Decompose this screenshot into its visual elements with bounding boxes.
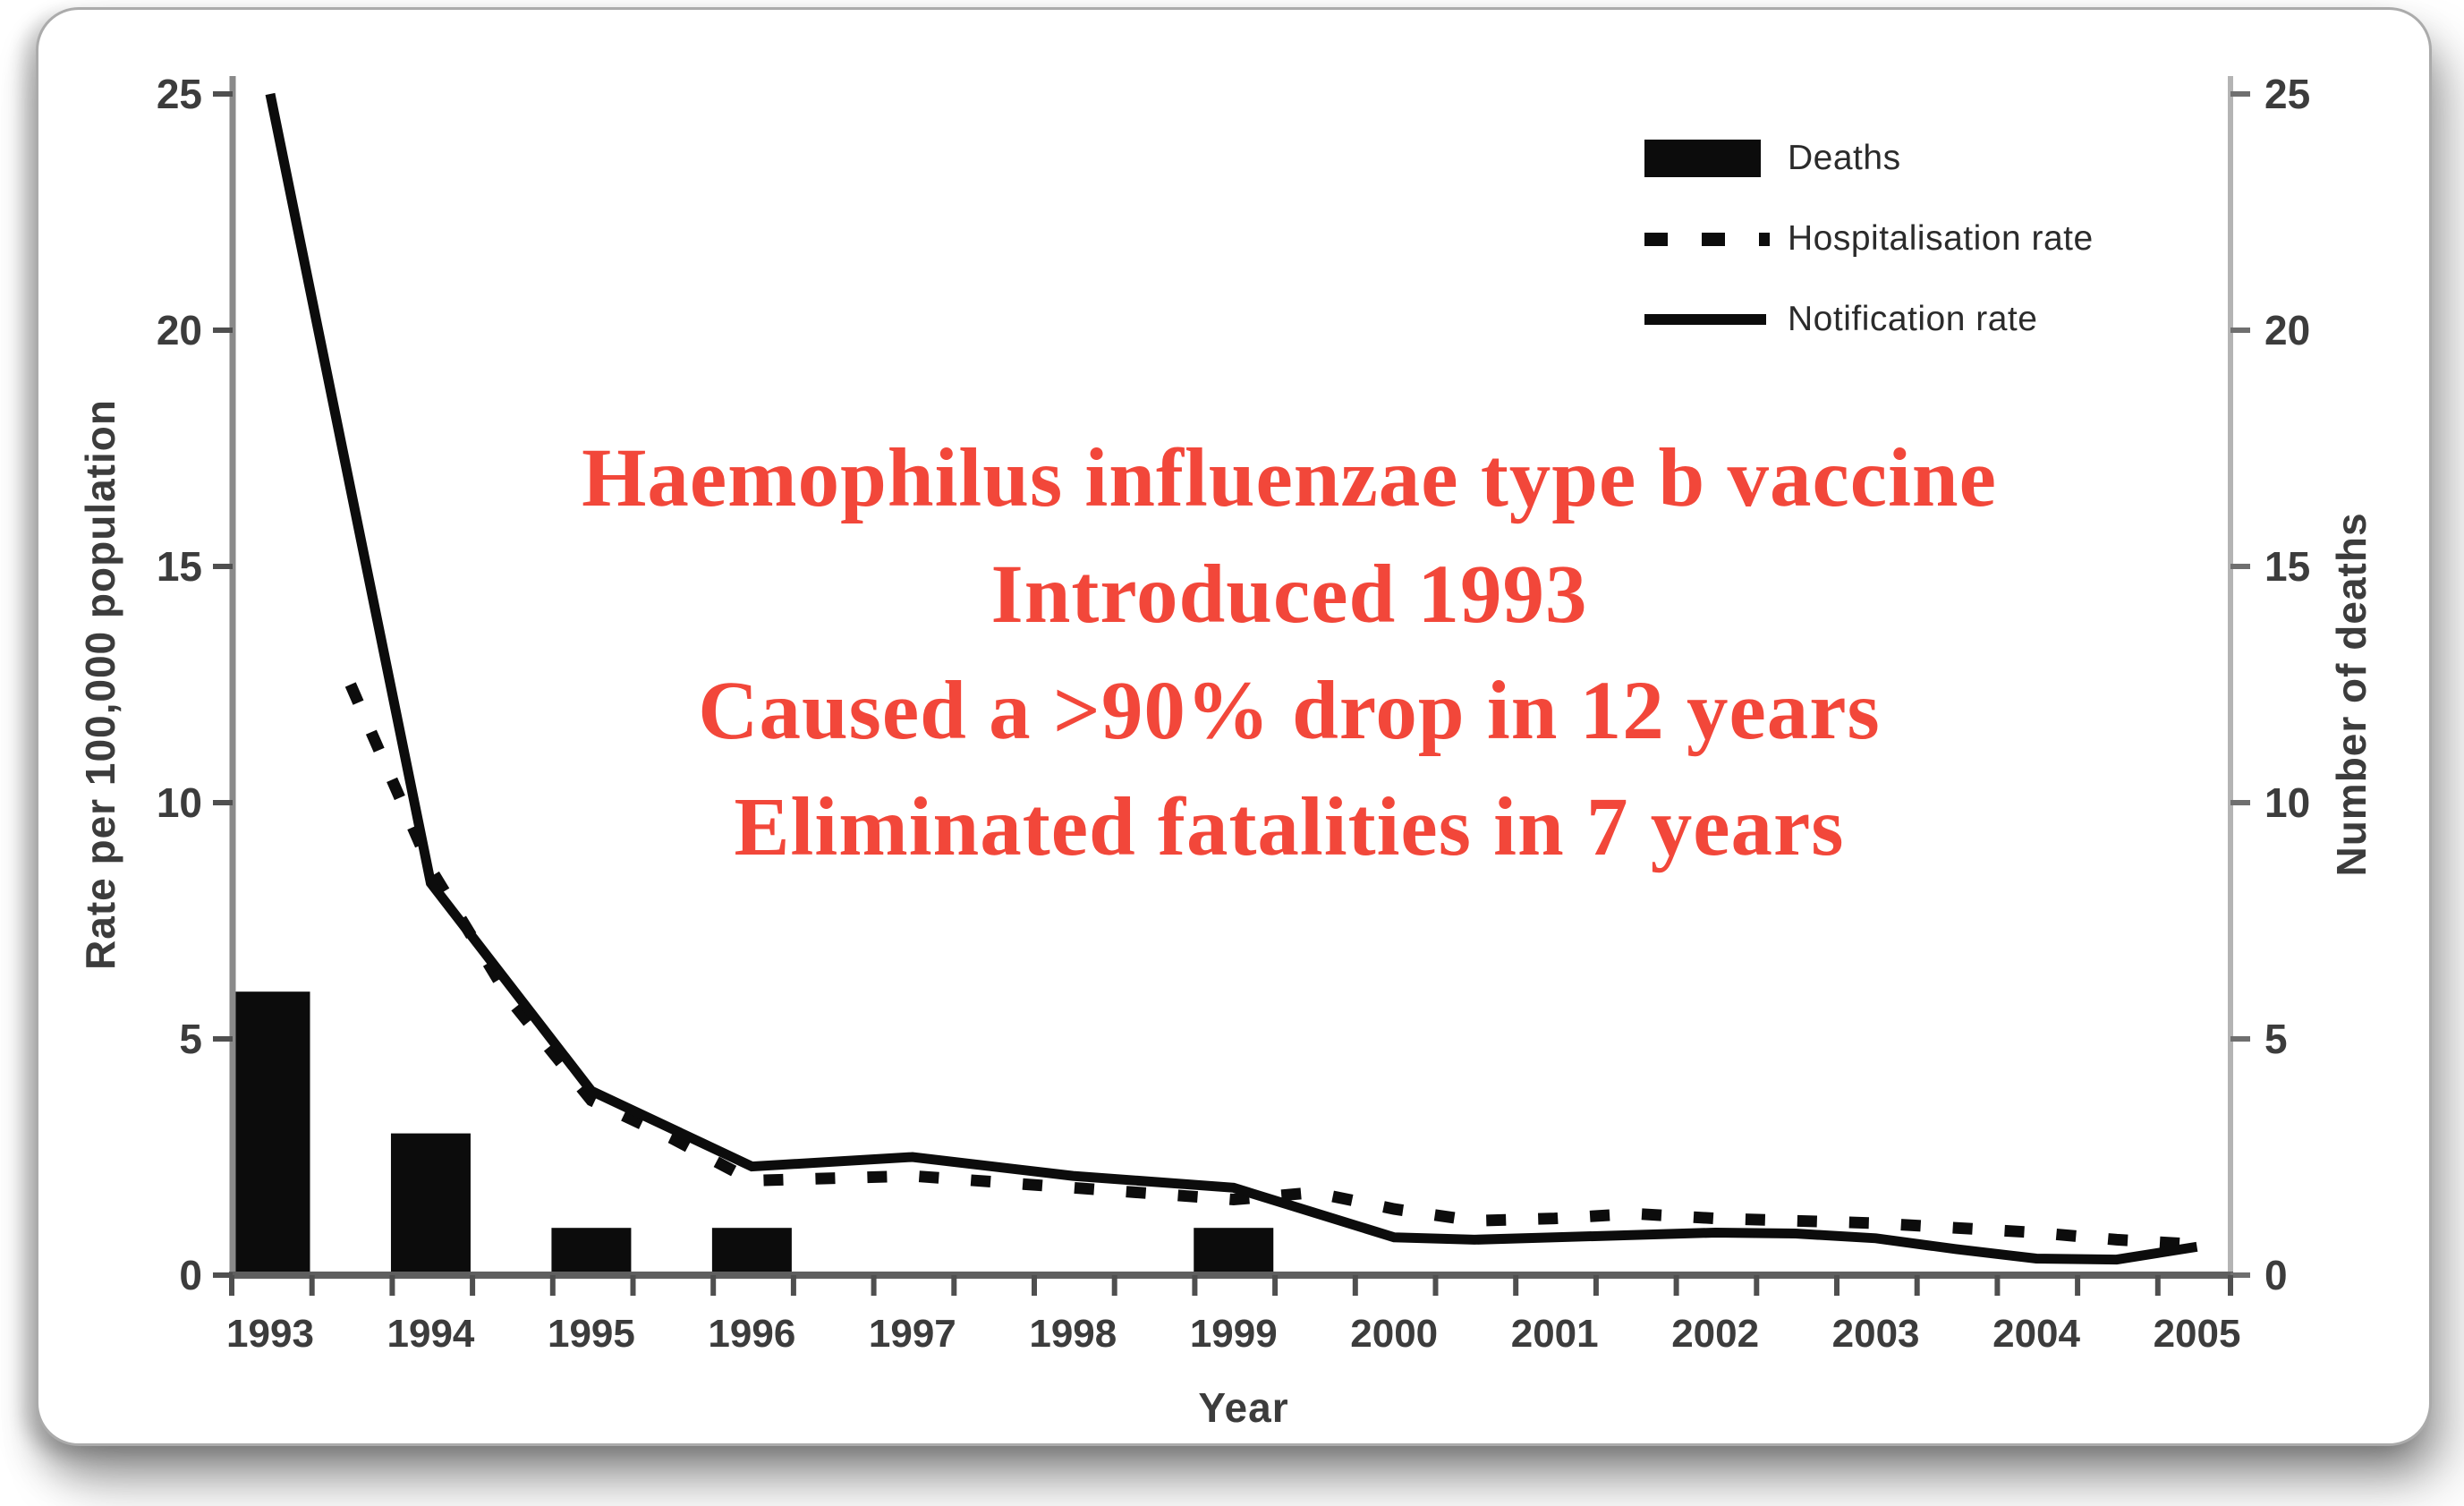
x-axis-year-label: 2003 <box>1832 1312 1920 1356</box>
deaths-bar <box>551 1228 632 1275</box>
y-axis-tick-label: 15 <box>157 543 202 590</box>
deaths-bar <box>230 991 310 1275</box>
y-axis-tick-label: 0 <box>2264 1252 2288 1298</box>
x-axis-year-label: 2004 <box>1992 1312 2080 1356</box>
legend: Deaths Hospitalisation rate Notification… <box>1644 132 2094 374</box>
deaths-swatch-icon <box>1644 140 1761 177</box>
y-axis-tick-label: 25 <box>2264 71 2310 117</box>
x-axis-year-label: 1993 <box>226 1312 314 1356</box>
y-axis-tick-label: 5 <box>179 1016 202 1062</box>
x-axis-year-label: 2001 <box>1511 1312 1599 1356</box>
x-axis-year-label: 2002 <box>1671 1312 1759 1356</box>
x-axis-year-label: 1999 <box>1190 1312 1278 1356</box>
legend-label-deaths: Deaths <box>1788 139 1901 177</box>
notification-rate-line <box>265 92 2198 1265</box>
overlay-title: Haemophilus influenzae type b vaccine In… <box>501 421 2077 886</box>
legend-label-hospitalisation: Hospitalisation rate <box>1788 219 2094 258</box>
overlay-title-line-1: Haemophilus influenzae type b vaccine <box>582 432 1997 524</box>
hospitalisation-rate-line <box>344 682 2197 1251</box>
y-axis-right-title: Number of deaths <box>2328 512 2375 877</box>
x-axis-title: Year <box>1198 1384 1289 1431</box>
x-axis-year-label: 2005 <box>2154 1312 2241 1356</box>
y-axis-tick-label: 0 <box>179 1252 202 1298</box>
y-axis-left-title: Rate per 100,000 population <box>77 399 123 970</box>
x-axis-year-label: 1996 <box>708 1312 795 1356</box>
y-axis-tick-label: 25 <box>157 71 202 117</box>
x-axis-year-label: 1995 <box>548 1312 635 1356</box>
y-axis-tick-label: 10 <box>157 779 202 826</box>
overlay-title-line-4: Eliminated fatalities in 7 years <box>734 781 1845 873</box>
y-axis-tick-label: 20 <box>2264 307 2310 353</box>
legend-item-hospitalisation: Hospitalisation rate <box>1644 213 2094 265</box>
overlay-title-line-3: Caused a >90% drop in 12 years <box>698 665 1881 757</box>
x-axis-year-label: 2000 <box>1350 1312 1438 1356</box>
x-axis-year-label: 1997 <box>869 1312 956 1356</box>
x-axis-year-label: 1994 <box>387 1312 475 1356</box>
y-axis-tick-label: 15 <box>2264 543 2310 590</box>
legend-item-deaths: Deaths <box>1644 132 2094 184</box>
deaths-bar <box>1194 1228 1274 1275</box>
y-axis-tick-label: 10 <box>2264 779 2310 826</box>
y-axis-tick-label: 20 <box>157 307 202 353</box>
x-axis-year-label: 1998 <box>1029 1312 1117 1356</box>
overlay-title-line-2: Introduced 1993 <box>990 549 1588 641</box>
deaths-bar <box>390 1133 471 1275</box>
legend-label-notification: Notification rate <box>1788 300 2038 338</box>
deaths-bar <box>711 1228 792 1275</box>
solid-line-icon <box>1644 314 1766 325</box>
dashed-line-icon <box>1644 232 1770 246</box>
y-axis-tick-label: 5 <box>2264 1016 2288 1062</box>
legend-item-notification: Notification rate <box>1644 294 2094 345</box>
